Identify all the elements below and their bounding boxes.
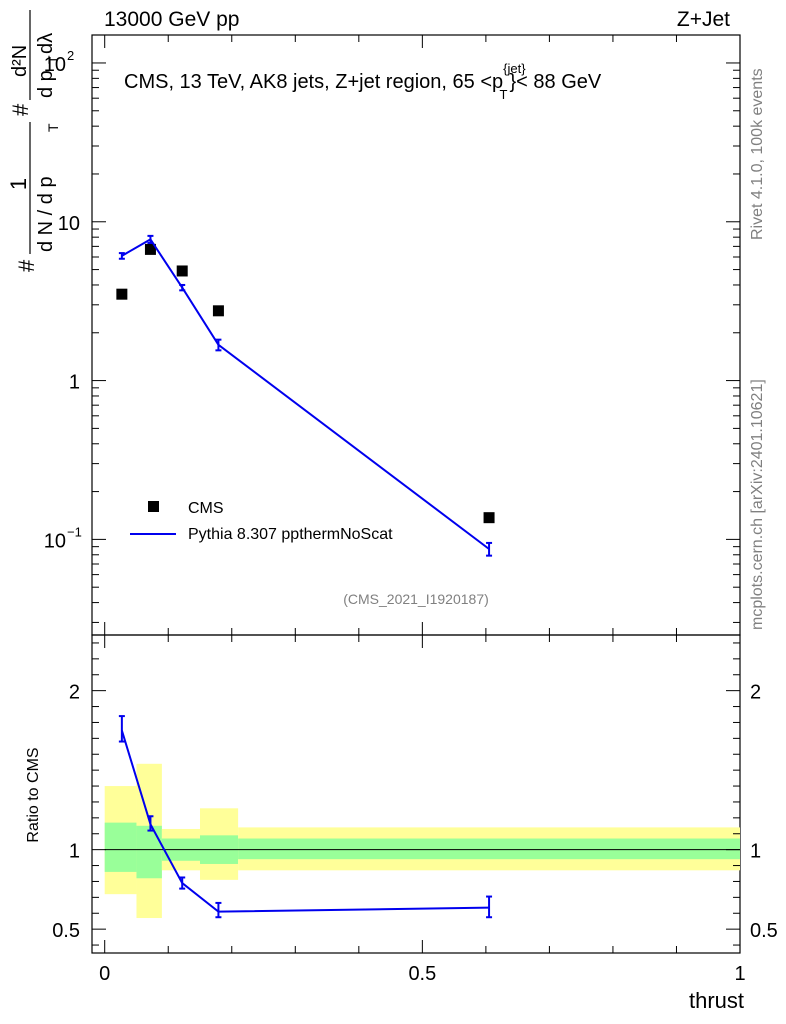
y-tick-label-ratio-right: 0.5 — [750, 920, 778, 942]
ylabel-frac2-tail: dλ — [35, 33, 57, 54]
cms-marker — [144, 243, 156, 255]
mcplots-label: mcplots.cern.ch [arXiv:2401.10621] — [749, 379, 766, 630]
title-tail: }< 88 GeV — [510, 71, 602, 93]
ylabel-hash1: # — [14, 259, 39, 272]
ylabel-hash2: # — [8, 103, 33, 116]
ylabel-frac2-sub: T — [45, 55, 61, 64]
cms-marker — [116, 288, 128, 300]
y-tick-label-main: 10 — [58, 213, 80, 235]
y-tick-label-main-exp: 2 — [67, 48, 74, 63]
y-tick-label-main: 1 — [69, 372, 80, 394]
cms-marker — [483, 512, 495, 524]
legend-pythia-label: Pythia 8.307 ppthermNoScat — [188, 526, 393, 543]
main-panel — [91, 34, 741, 636]
y-tick-label-main: 10 — [44, 54, 66, 76]
cms-marker — [212, 305, 224, 317]
ylabel-frac2-num: d²N — [9, 45, 31, 77]
y-tick-label-ratio-left: 2 — [69, 682, 80, 704]
y-tick-label-ratio-left: 1 — [69, 841, 80, 863]
band-stat — [104, 822, 137, 872]
x-tick-label: 0.5 — [408, 963, 436, 985]
rivet-version-label: Rivet 4.1.0, 100k events — [749, 68, 766, 240]
x-tick-label: 1 — [734, 963, 745, 985]
legend-cms-marker — [148, 501, 159, 512]
y-tick-label-ratio-right: 2 — [750, 682, 761, 704]
main-frame — [91, 34, 741, 636]
ratio-frame — [91, 634, 741, 954]
band-stat — [238, 838, 740, 860]
legend: CMS Pythia 8.307 ppthermNoScat — [130, 500, 393, 543]
cms-marker — [176, 265, 188, 277]
ylabel-frac1-sub: T — [45, 123, 61, 132]
y-tick-label-main: 10 — [44, 530, 66, 552]
header-left: 13000 GeV pp — [104, 8, 239, 31]
title-sup: {jet} — [503, 61, 526, 76]
pythia-line-ratio — [120, 730, 490, 913]
y-axis-label-ratio: Ratio to CMS — [25, 747, 42, 842]
y-tick-label-main-exp: −1 — [67, 524, 82, 539]
ylabel-frac2-den: d p — [35, 70, 57, 98]
ratio-panel — [91, 634, 741, 954]
analysis-id: (CMS_2021_I1920187) — [343, 591, 489, 607]
y-tick-label-ratio-right: 1 — [750, 841, 761, 863]
ylabel-frac1-num: 1 — [6, 178, 31, 190]
x-tick-label: 0 — [99, 963, 110, 985]
title-main: CMS, 13 TeV, AK8 jets, Z+jet region, 65 … — [124, 71, 503, 93]
band-stat — [136, 825, 162, 879]
title-sub: T — [500, 87, 508, 102]
legend-cms-label: CMS — [188, 500, 224, 517]
y-axis-label-main: # 1 d N / d p T # d²N d p T dλ — [6, 10, 61, 272]
plot-title: CMS, 13 TeV, AK8 jets, Z+jet region, 65 … — [124, 61, 602, 102]
ylabel-frac1-den: d N / d p — [35, 176, 57, 252]
x-axis-label: thrust — [689, 988, 744, 1013]
y-tick-label-ratio-left: 0.5 — [52, 920, 80, 942]
pythia-line-main — [121, 238, 490, 550]
header-right: Z+Jet — [677, 8, 730, 31]
